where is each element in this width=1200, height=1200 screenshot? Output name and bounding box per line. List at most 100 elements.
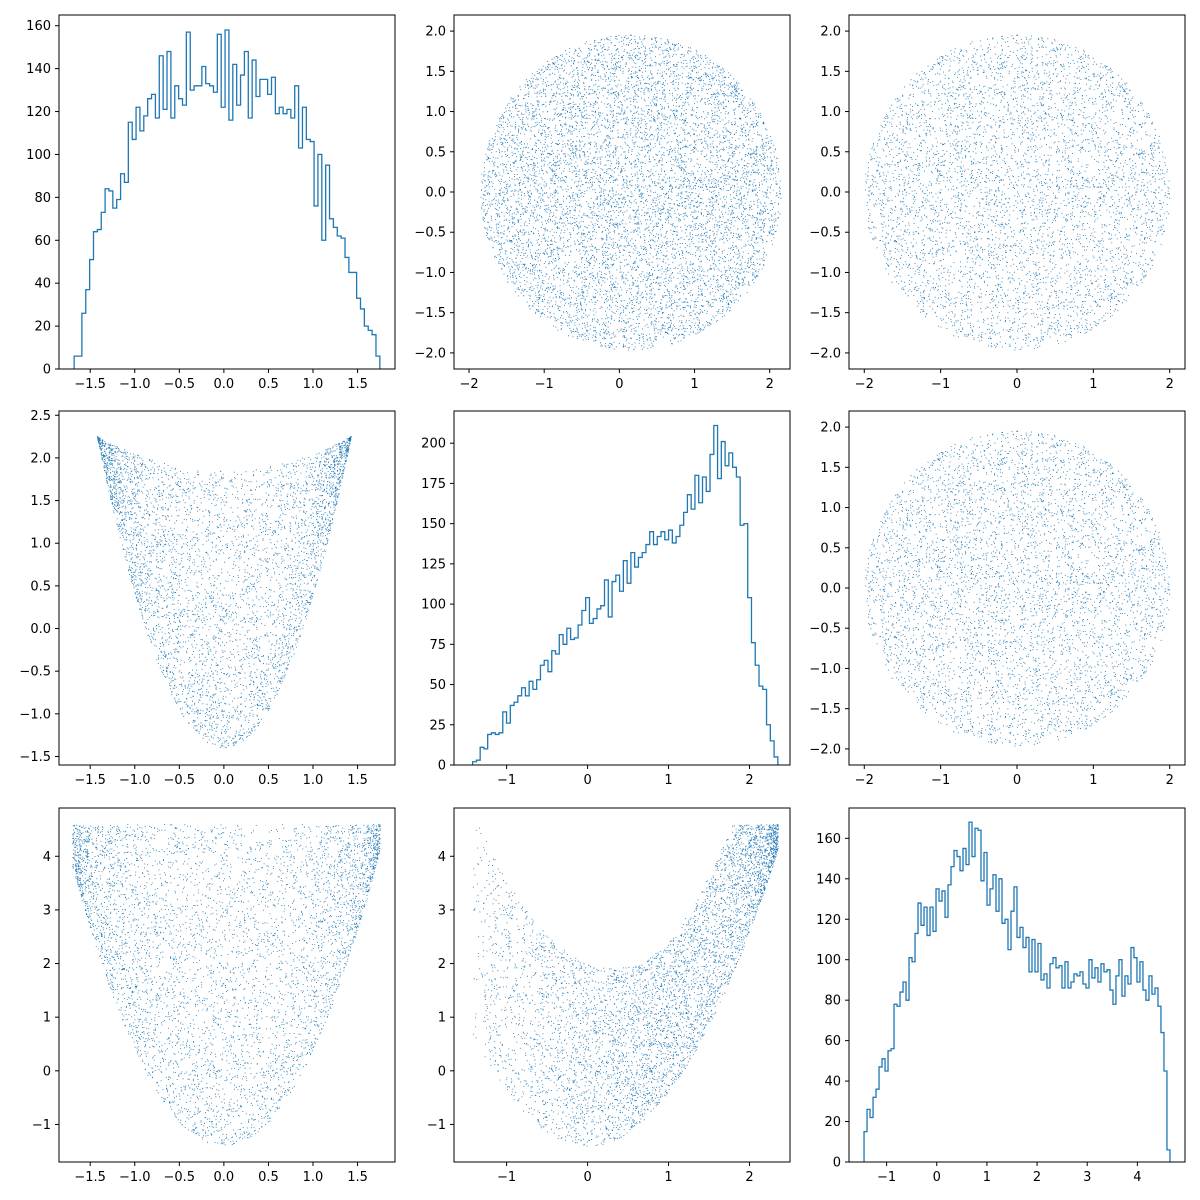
y-tick-label: −0.5 — [809, 622, 841, 637]
histogram-step-line — [73, 29, 381, 369]
x-tick-label: 1 — [983, 1170, 991, 1185]
x-tick-label: 0 — [583, 773, 591, 788]
scatter-points — [472, 824, 779, 1147]
histogram-step-line — [471, 424, 779, 765]
panel-3: −2 −1 0 1 2 −2.0 −1.5 −1.0 −0.5 0.0 0.5 1.0 1.5 2.0 — [809, 14, 1186, 392]
y-tick-label: 0.0 — [425, 186, 446, 201]
ticks-3: −2 −1 0 1 2 −2.0 −1.5 −1.0 −0.5 0.0 0.5 1.0 1.5 2.0 — [809, 25, 1173, 392]
y-tick-label: 40 — [824, 1075, 841, 1090]
x-tick-label: 0.5 — [258, 377, 279, 392]
panel-8: −1 0 1 2 −1 0 1 2 3 4 — [427, 807, 791, 1185]
y-tick-label: 2 — [438, 957, 446, 972]
x-tick-label: −1.5 — [74, 773, 106, 788]
x-tick-label: −1 — [497, 1170, 516, 1185]
y-tick-label: 1.5 — [425, 65, 446, 80]
y-tick-label: 1.5 — [30, 494, 51, 509]
ticks-4: −1.5 −1.0 −0.5 0.0 0.5 1.0 1.5 −1.5 −1.0 −0.5 0.0 0… — [19, 409, 367, 788]
x-tick-label: 1 — [1089, 773, 1097, 788]
x-tick-label: 1.5 — [347, 377, 368, 392]
x-tick-label: −0.5 — [164, 377, 196, 392]
y-tick-label: 0 — [438, 1064, 446, 1079]
y-tick-label: 60 — [824, 1034, 841, 1049]
x-tick-label: −1.0 — [119, 1170, 151, 1185]
y-tick-label: −1.5 — [809, 702, 841, 717]
plot-area-2 — [480, 34, 782, 351]
panel-5: −1 0 1 2 0 25 50 75 100 125 150 175 200 — [421, 410, 791, 788]
x-tick-label: −0.5 — [164, 773, 196, 788]
y-tick-label: 0.5 — [820, 145, 841, 160]
x-tick-label: 1.0 — [303, 1170, 324, 1185]
x-tick-label: 1 — [664, 1170, 672, 1185]
panel-7: −1.5 −1.0 −0.5 0.0 0.5 1.0 1.5 −1 0 1 2 3 4 — [32, 807, 396, 1185]
x-tick-label: 0.5 — [258, 773, 279, 788]
axes-frame-3 — [848, 14, 1186, 370]
y-tick-label: 0.5 — [820, 541, 841, 556]
x-tick-label: 0.0 — [214, 377, 235, 392]
y-tick-label: 0.5 — [30, 579, 51, 594]
x-tick-label: 1.5 — [347, 773, 368, 788]
x-tick-label: −0.5 — [164, 1170, 196, 1185]
y-tick-label: 1 — [438, 1011, 446, 1026]
y-tick-label: 160 — [816, 832, 841, 847]
ticks-2: −2 −1 0 1 2 −2.0 −1.5 −1.0 −0.5 0.0 0.5 1.0 1.5 2.0 — [414, 25, 773, 392]
axes-frame-2 — [453, 14, 791, 370]
y-tick-label: −2.0 — [809, 346, 841, 361]
y-tick-label: 2 — [43, 957, 51, 972]
y-tick-label: 1.5 — [820, 65, 841, 80]
axes-frame-9 — [848, 807, 1186, 1163]
x-tick-label: 4 — [1133, 1170, 1141, 1185]
y-tick-label: 1 — [43, 1011, 51, 1026]
x-tick-label: 0 — [615, 377, 623, 392]
x-tick-label: −1 — [497, 773, 516, 788]
x-tick-label: −1 — [931, 773, 950, 788]
x-tick-label: 0 — [933, 1170, 941, 1185]
x-tick-label: −1.0 — [119, 773, 151, 788]
x-tick-label: −2 — [855, 773, 874, 788]
y-tick-label: 60 — [34, 234, 51, 249]
plot-area-1 — [73, 29, 381, 369]
y-tick-label: 1.0 — [820, 105, 841, 120]
y-tick-label: 1.0 — [820, 501, 841, 516]
y-tick-label: 150 — [421, 517, 446, 532]
x-tick-label: −1.5 — [74, 1170, 106, 1185]
y-tick-label: 25 — [429, 718, 446, 733]
y-tick-label: −1 — [427, 1118, 446, 1133]
scatter-points — [480, 34, 782, 351]
x-tick-label: 2 — [745, 773, 753, 788]
y-tick-label: 160 — [26, 19, 51, 34]
y-tick-label: 1.0 — [425, 105, 446, 120]
y-tick-label: 1.5 — [820, 461, 841, 476]
y-tick-label: −1.5 — [19, 750, 51, 765]
y-tick-label: 80 — [824, 994, 841, 1009]
y-tick-label: 140 — [26, 62, 51, 77]
panel-1: −1.5 −1.0 −0.5 0.0 0.5 1.0 1.5 0 20 40 60 80 100 120 1… — [26, 14, 396, 392]
y-tick-label: 2.0 — [820, 421, 841, 436]
ticks-5: −1 0 1 2 0 25 50 75 100 125 150 175 200 — [421, 437, 753, 788]
y-tick-label: −0.5 — [809, 226, 841, 241]
x-tick-label: 2 — [1166, 773, 1174, 788]
x-tick-label: −2 — [855, 377, 874, 392]
x-tick-label: 0 — [583, 1170, 591, 1185]
scatter-points — [72, 824, 381, 1146]
y-tick-label: 200 — [421, 437, 446, 452]
x-tick-label: 1 — [664, 773, 672, 788]
x-tick-label: 0.0 — [214, 1170, 235, 1185]
y-tick-label: −1.0 — [414, 266, 446, 281]
axes-frame-5 — [453, 410, 791, 766]
y-tick-label: 175 — [421, 477, 446, 492]
ticks-1: −1.5 −1.0 −0.5 0.0 0.5 1.0 1.5 0 20 40 60 80 100 120 1… — [26, 19, 368, 392]
plot-area-8 — [472, 824, 779, 1147]
panel-6: −2 −1 0 1 2 −2.0 −1.5 −1.0 −0.5 0.0 0.5 1.0 1.5 2.0 — [809, 410, 1186, 788]
y-tick-label: 1.0 — [30, 537, 51, 552]
x-tick-label: 1.5 — [347, 1170, 368, 1185]
y-tick-label: 120 — [816, 913, 841, 928]
y-tick-label: 0 — [43, 1064, 51, 1079]
x-tick-label: −1 — [877, 1170, 896, 1185]
x-tick-label: 2 — [745, 1170, 753, 1185]
y-tick-label: −1.5 — [414, 306, 446, 321]
x-tick-label: −1.5 — [74, 377, 106, 392]
x-tick-label: 2 — [1033, 1170, 1041, 1185]
y-tick-label: 0 — [438, 759, 446, 774]
